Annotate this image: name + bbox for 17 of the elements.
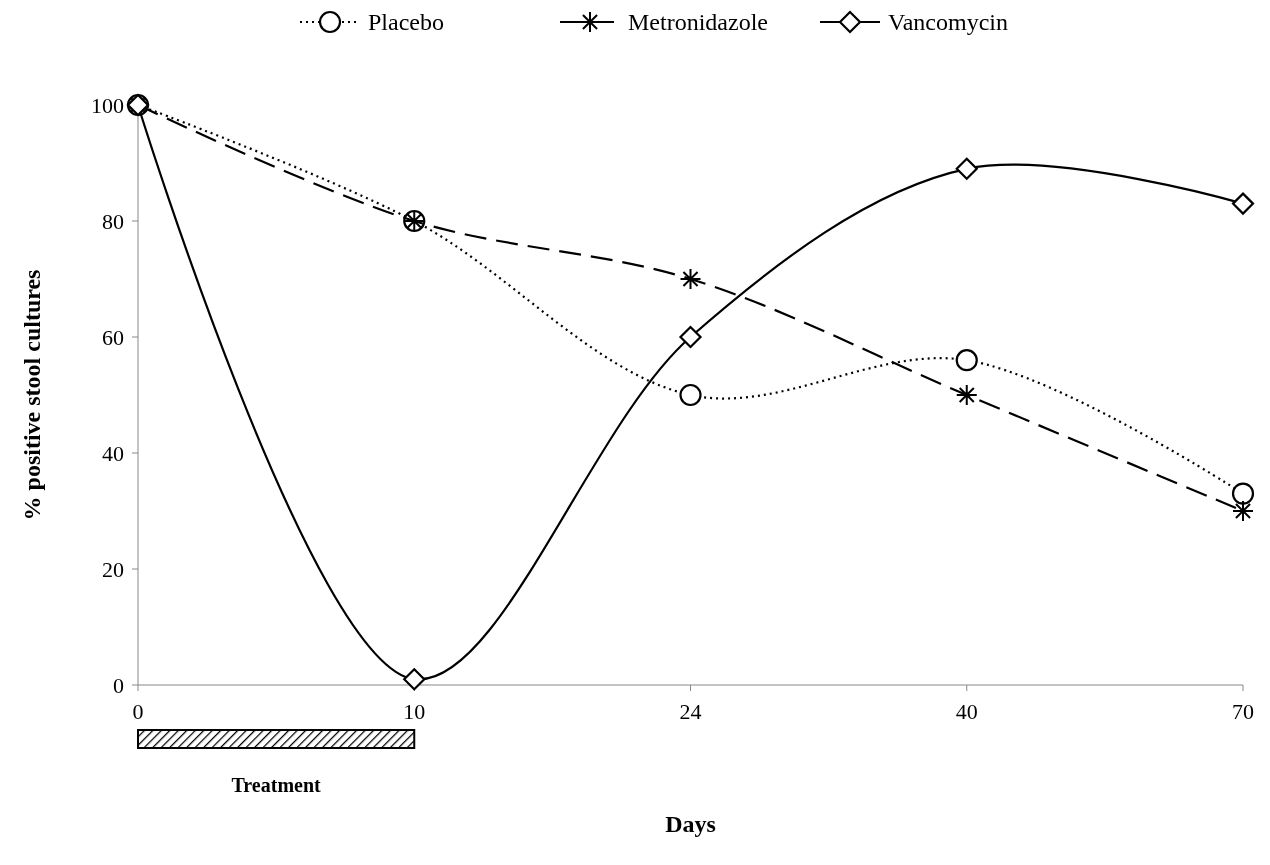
y-tick-label: 40 <box>102 440 124 466</box>
y-tick-label: 60 <box>102 324 124 350</box>
y-tick-label: 100 <box>91 92 124 118</box>
x-axis-title: Days <box>665 811 716 837</box>
x-tick-label: 40 <box>955 699 978 724</box>
y-tick-label: 80 <box>102 208 124 234</box>
legend-label: Placebo <box>368 9 444 36</box>
x-tick-label: 0 <box>132 699 144 724</box>
y-tick-label: 20 <box>102 556 124 582</box>
y-tick-label: 0 <box>113 672 124 698</box>
legend-label: Metronidazole <box>628 9 768 36</box>
y-axis-title: % positive stool cultures <box>19 269 45 521</box>
x-tick-label: 24 <box>679 699 702 724</box>
legend-label: Vancomycin <box>888 9 1008 36</box>
x-tick-label: 10 <box>403 699 426 724</box>
x-tick-label: 70 <box>1232 699 1254 724</box>
text: Treatment <box>231 774 322 796</box>
